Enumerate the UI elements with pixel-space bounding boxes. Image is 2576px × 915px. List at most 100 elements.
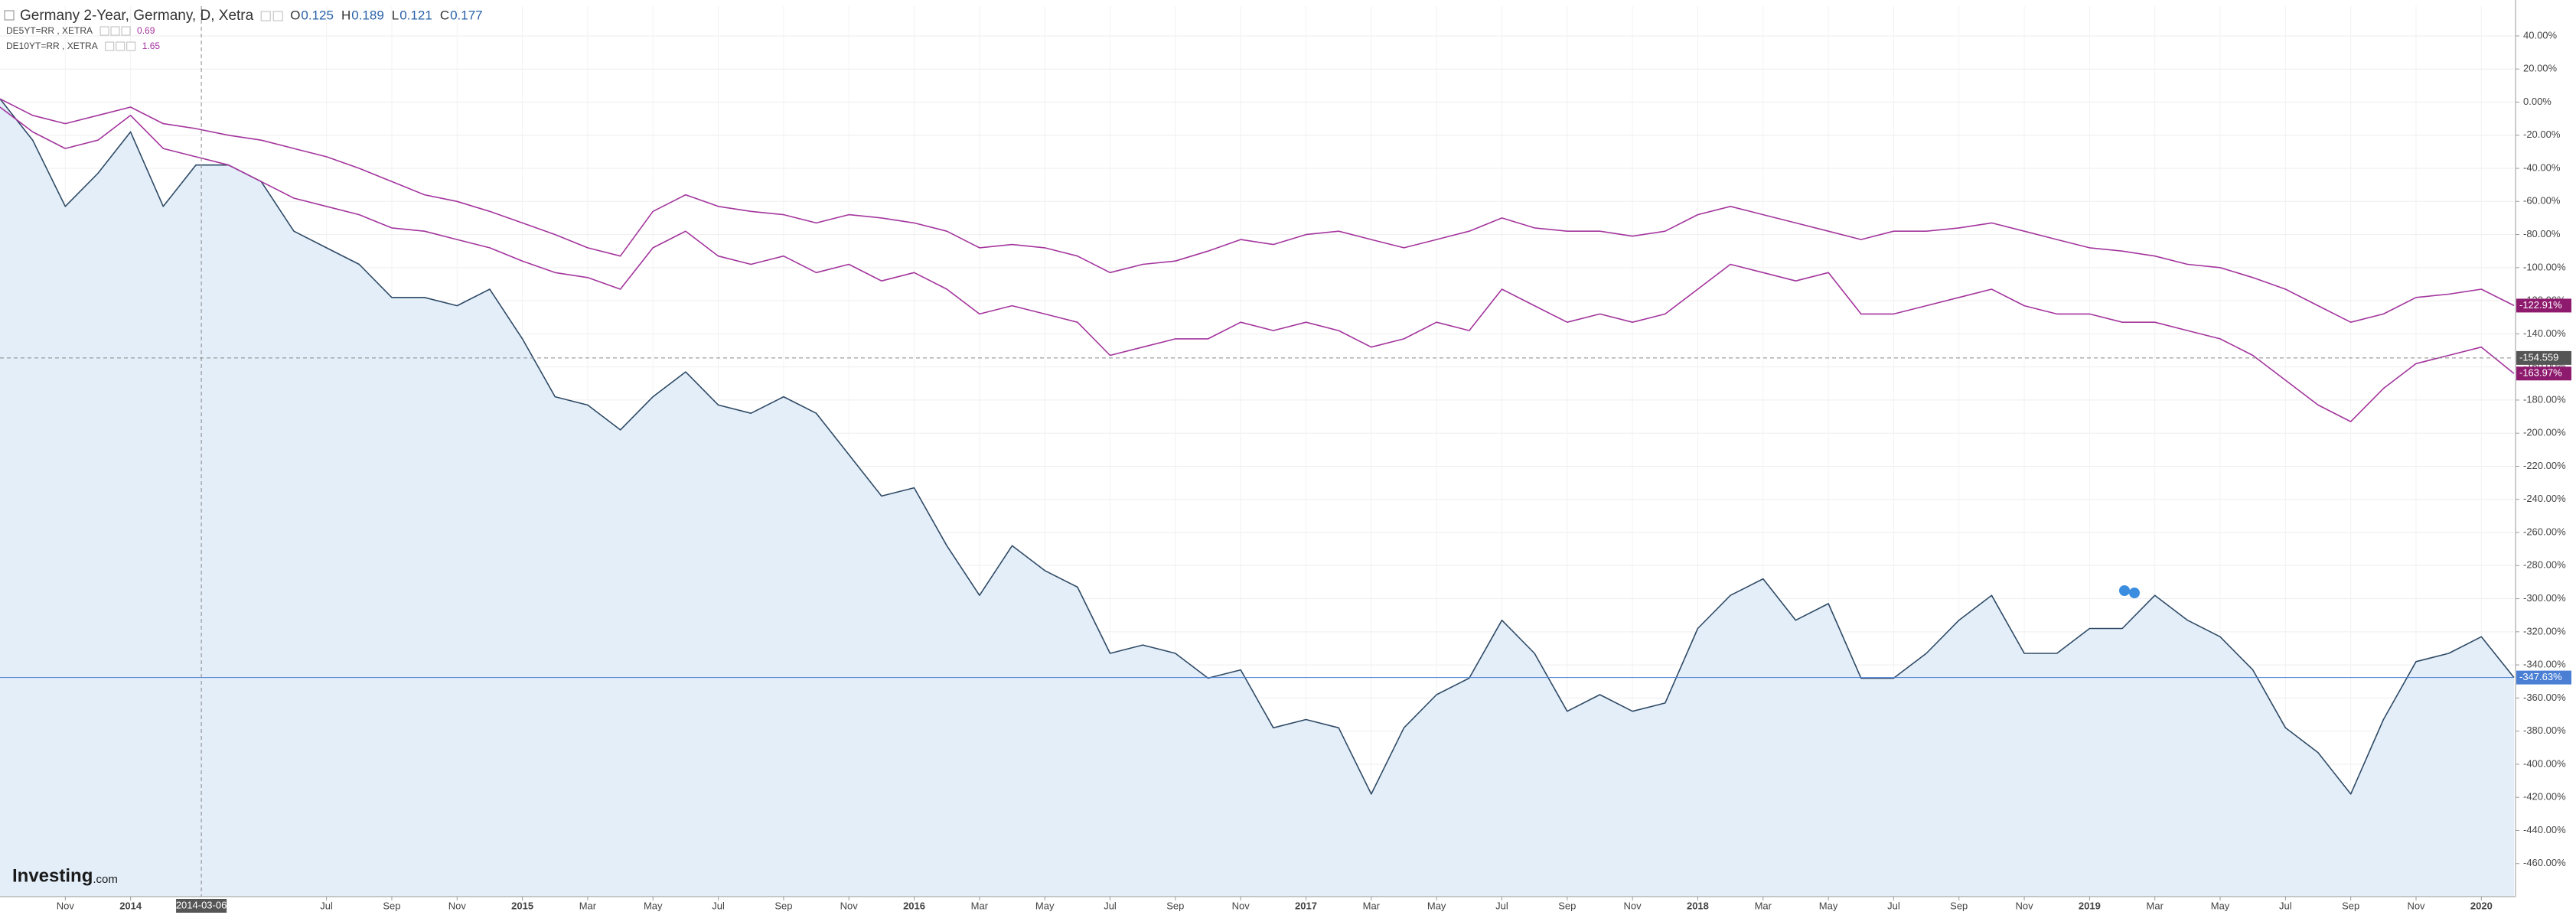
x-tick-label: Sep <box>774 900 792 911</box>
ohlc-label: C <box>440 8 449 22</box>
x-tick-label: Jul <box>1495 900 1508 911</box>
x-tick-label: 2017 <box>1295 900 1317 911</box>
ohlc-value: 0.177 <box>450 8 483 22</box>
y-tick-label: -280.00% <box>2523 559 2566 571</box>
collapse-icon[interactable] <box>4 10 15 21</box>
x-tick-label: Sep <box>2342 900 2359 911</box>
legend-icon <box>126 41 136 51</box>
logo-suffix: .com <box>93 873 118 886</box>
x-tick-label: 2016 <box>903 900 925 911</box>
y-tick-label: -220.00% <box>2523 460 2566 471</box>
chart-title: Germany 2-Year, Germany, D, Xetra <box>20 8 254 24</box>
x-tick-label: Jul <box>1887 900 1900 911</box>
legend-value: 0.69 <box>137 25 155 36</box>
x-tick-label: Mar <box>971 900 989 911</box>
x-tick-label: 2014 <box>119 900 142 911</box>
price-tag <box>2516 670 2571 685</box>
legend-label: DE5YT=RR , XETRA <box>6 25 93 36</box>
series-area <box>0 99 2514 897</box>
y-tick-label: -60.00% <box>2523 195 2561 207</box>
series-line <box>0 98 2515 795</box>
legend-label: DE10YT=RR , XETRA <box>6 41 98 51</box>
legend-value: 1.65 <box>142 41 161 51</box>
x-tick-label: Nov <box>2016 900 2034 911</box>
price-tag <box>2516 298 2571 313</box>
y-tick-label: -100.00% <box>2523 261 2566 272</box>
x-tick-label: Sep <box>1558 900 1576 911</box>
y-tick-label: -20.00% <box>2523 129 2561 140</box>
legend-icon <box>105 41 115 51</box>
x-tick-label: Mar <box>2147 900 2164 911</box>
y-tick-label: -420.00% <box>2523 791 2566 803</box>
plot-area <box>0 6 2515 897</box>
header-icon <box>272 11 283 21</box>
x-tick-label: May <box>1427 900 1446 911</box>
y-tick-label: -180.00% <box>2523 393 2566 405</box>
y-tick-label: -440.00% <box>2523 824 2566 835</box>
x-tick-label: 2015 <box>511 900 533 911</box>
x-tick-label: Nov <box>2407 900 2425 911</box>
ohlc-value: 0.125 <box>301 8 334 22</box>
y-tick-label: -460.00% <box>2523 857 2566 868</box>
x-tick-label: Mar <box>1363 900 1381 911</box>
x-tick-label: Nov <box>840 900 859 911</box>
x-tick-label: May <box>1819 900 1838 911</box>
x-tick-label: Jul <box>1104 900 1117 911</box>
y-tick-label: -400.00% <box>2523 757 2566 769</box>
y-tick-label: -300.00% <box>2523 592 2566 604</box>
x-tick-label: Sep <box>1166 900 1184 911</box>
ohlc-value: 0.121 <box>399 8 432 22</box>
series-line <box>0 98 2515 323</box>
price-tag-label: -163.97% <box>2519 367 2562 379</box>
legend-icon <box>110 26 120 36</box>
x-tick-label: 2018 <box>1687 900 1709 911</box>
crosshair-x-label: 2014-03-06 <box>176 899 227 910</box>
x-tick-label: Sep <box>383 900 400 911</box>
y-tick-label: -40.00% <box>2523 161 2561 173</box>
x-tick-label: Jul <box>712 900 725 911</box>
y-tick-label: -200.00% <box>2523 427 2566 438</box>
x-tick-label: Nov <box>1624 900 1642 911</box>
crosshair-y-tag <box>2516 350 2571 365</box>
ohlc-label: O <box>290 8 300 22</box>
price-tag-label: -122.91% <box>2519 299 2562 311</box>
legend-icon <box>121 26 131 36</box>
y-tick-label: -380.00% <box>2523 725 2566 736</box>
x-tick-label: Sep <box>1950 900 1968 911</box>
y-tick-label: -340.00% <box>2523 659 2566 670</box>
x-tick-label: May <box>2211 900 2230 911</box>
crosshair-y-label: -154.559 <box>2519 351 2558 363</box>
crosshair-x-tag <box>176 899 227 913</box>
price-tag <box>2516 366 2571 381</box>
x-tick-label: Jul <box>2279 900 2292 911</box>
x-tick-label: Jul <box>320 900 333 911</box>
logo-main: Investing <box>12 865 93 886</box>
x-tick-label: May <box>644 900 663 911</box>
x-tick-label: 2019 <box>2079 900 2101 911</box>
x-tick-label: Nov <box>57 900 75 911</box>
price-tag-label: -347.63% <box>2519 671 2562 682</box>
y-tick-label: -80.00% <box>2523 228 2561 239</box>
header: Germany 2-Year, Germany, D, Xetra O 0.125 H… <box>4 8 483 51</box>
y-tick-label: -360.00% <box>2523 692 2566 703</box>
series-line <box>0 106 2515 422</box>
x-tick-label: Nov <box>448 900 467 911</box>
event-icon[interactable] <box>2129 588 2140 598</box>
y-tick-label: -140.00% <box>2523 327 2566 339</box>
y-tick-label: 0.00% <box>2523 96 2552 107</box>
ohlc-value: 0.189 <box>351 8 384 22</box>
y-tick-label: 20.00% <box>2523 63 2558 74</box>
y-tick-label: -260.00% <box>2523 526 2566 537</box>
ohlc-label: H <box>341 8 351 22</box>
x-tick-label: Nov <box>1232 900 1251 911</box>
x-tick-label: Mar <box>1755 900 1772 911</box>
y-tick-label: -320.00% <box>2523 625 2566 637</box>
legend-icon <box>116 41 126 51</box>
x-tick-label: 2020 <box>2470 900 2493 911</box>
x-tick-label: May <box>1035 900 1055 911</box>
event-icon[interactable] <box>2119 585 2130 596</box>
header-icon <box>260 11 271 21</box>
axes: 40.00% 20.00% 0.00% -20.00% -40.00% -60.00% -8… <box>57 29 2571 913</box>
